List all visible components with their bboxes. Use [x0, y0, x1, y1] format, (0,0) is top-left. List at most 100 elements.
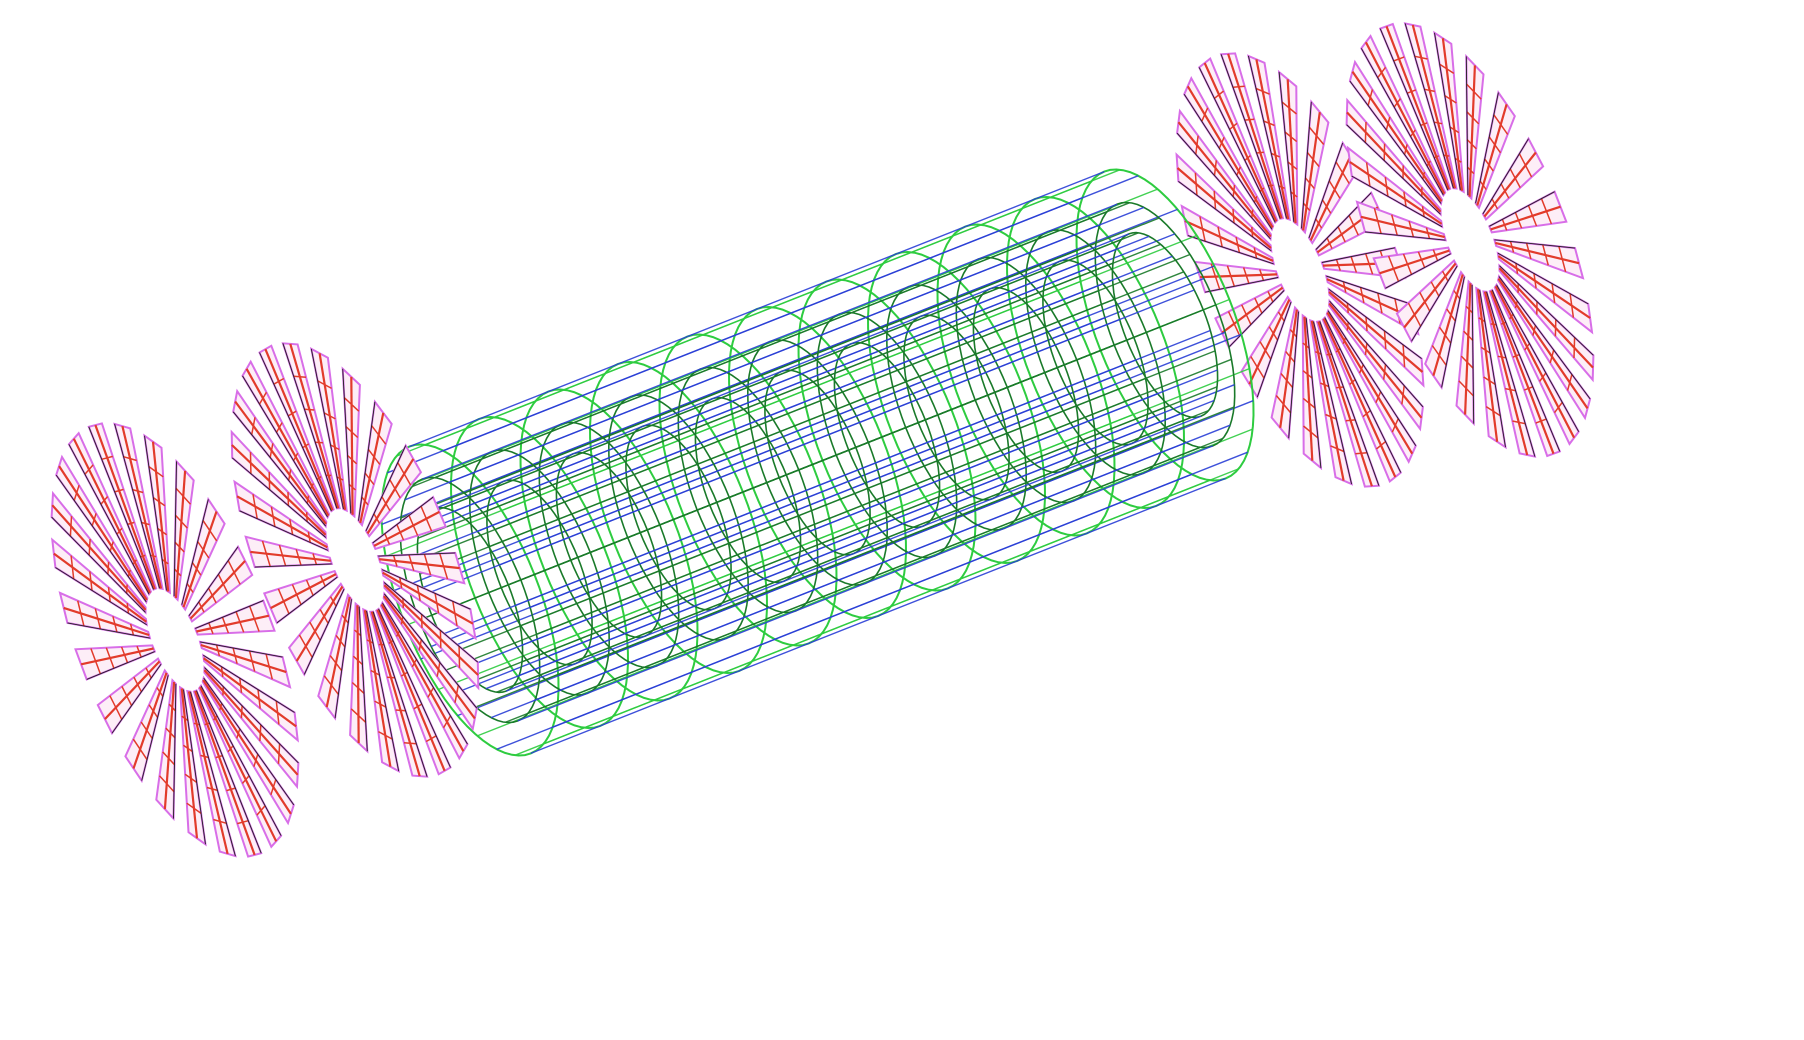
barrel-stave [499, 289, 1195, 566]
endcap-blade [193, 599, 276, 636]
blade-edge [88, 426, 154, 590]
sensor-strip [1349, 161, 1443, 225]
endcap-blade [232, 388, 328, 529]
endcap-blade [258, 344, 335, 513]
sensor-strip [1497, 255, 1591, 319]
endcap-blade [309, 347, 348, 513]
endcap-blade [369, 610, 429, 778]
sensor-strip [1177, 121, 1272, 238]
sensor-strip [53, 552, 147, 623]
endcap-blade [1498, 263, 1595, 383]
barrel-stave [482, 208, 1178, 486]
sensor-strip [234, 400, 327, 525]
sensor-strip [236, 495, 328, 549]
blade-edge [372, 611, 428, 777]
sensor-strip [1464, 283, 1472, 415]
endcap-blade [198, 640, 292, 689]
barrel-stave [508, 277, 1205, 555]
sensor-strip [1360, 215, 1445, 239]
sensor-strip [1483, 151, 1537, 218]
barrel-cylinder [380, 168, 1255, 757]
sensor-strip [1248, 299, 1291, 385]
barrel-stave [465, 243, 1161, 520]
blade-edge [195, 600, 264, 629]
endcap-blade [1348, 59, 1443, 206]
blade-edge [51, 516, 146, 613]
sensor-strip [132, 672, 168, 769]
sensor-strip [182, 511, 218, 608]
endcap-blade [180, 496, 226, 612]
endcap-blade [1301, 313, 1323, 471]
endcap-blade [1496, 251, 1594, 335]
sensor-strip [80, 647, 154, 666]
sensor-strip [1328, 291, 1424, 373]
blade-edge [1364, 231, 1446, 241]
blade-edge [1404, 23, 1454, 189]
blade-edge [67, 622, 150, 639]
blade-edge [1489, 191, 1555, 227]
blade-edge [1256, 301, 1292, 398]
endcap-blade [74, 644, 157, 681]
endcap-blade [371, 495, 448, 551]
sensor-strip [1468, 65, 1476, 197]
sensor-strip [1483, 291, 1529, 456]
sensor-strip [245, 368, 330, 517]
sensor-strip [194, 690, 256, 856]
sensor-strip [121, 425, 163, 589]
blade-edge [1220, 54, 1281, 219]
barrel-stave [494, 253, 1191, 531]
endcap-blade [1219, 52, 1285, 220]
blade-edge [114, 423, 160, 589]
barrel-stave [448, 206, 1145, 484]
sensor-strip [1227, 53, 1283, 219]
endcap-blade [1328, 298, 1424, 432]
blade-edge [303, 589, 345, 675]
sensor-strip [1221, 286, 1284, 334]
endcap-blade [1403, 22, 1458, 190]
blade-edge [1465, 56, 1469, 196]
sensor-strip [350, 376, 354, 515]
endcap-blade [192, 689, 263, 858]
blade-edge [1491, 289, 1561, 452]
blade-edge [383, 582, 479, 663]
blade-edge [86, 651, 155, 680]
blade-edge [196, 690, 262, 854]
blade-edge [1346, 124, 1441, 215]
sensor-strip [1379, 249, 1450, 275]
endcap-blade [55, 454, 149, 605]
sensor-strip [380, 603, 465, 752]
barrel-stave [530, 477, 1226, 755]
blade-edge [1351, 175, 1443, 228]
sensor-strip [1411, 24, 1457, 189]
endcap-blade [1465, 53, 1485, 201]
blade-edge [1411, 265, 1458, 342]
sensor-strip [1203, 62, 1278, 222]
sensor-strip [1286, 79, 1297, 224]
blade-edge [55, 474, 147, 603]
blade-edge [378, 552, 456, 557]
endcap-blade [173, 458, 195, 602]
sensor-strip [1279, 309, 1298, 428]
barrel-stave [517, 445, 1214, 722]
sensor-strip [289, 343, 340, 509]
sensor-strip [366, 458, 415, 535]
blade-edge [239, 510, 329, 551]
barrel-stave [457, 439, 1153, 717]
blade-edge [378, 608, 451, 768]
endcap-blade [87, 422, 158, 591]
sensor-strip [163, 682, 176, 810]
blade-edge [382, 602, 468, 745]
endcap-blade [1360, 34, 1447, 198]
blade-edge [190, 691, 236, 857]
endcap-blade [341, 366, 361, 519]
endcap-blade [201, 675, 295, 826]
blade-edge [310, 348, 344, 510]
barrel-stave [421, 203, 1118, 480]
endcap-blade [58, 591, 152, 640]
sensor-strip [1184, 219, 1274, 262]
sensor-strip [1494, 285, 1576, 439]
sensor-strip [1317, 321, 1373, 487]
barrel-stave [519, 265, 1215, 542]
endcap-blade [379, 600, 469, 761]
